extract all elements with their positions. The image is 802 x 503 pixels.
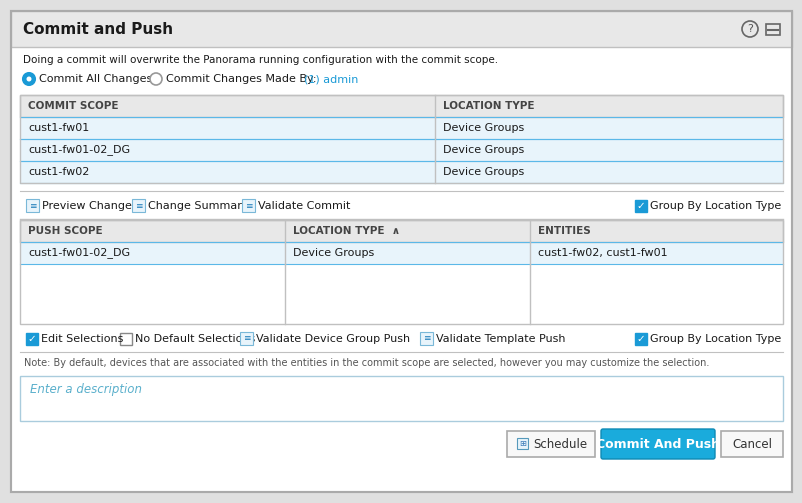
Text: cust1-fw01: cust1-fw01 xyxy=(28,123,89,133)
Text: Commit and Push: Commit and Push xyxy=(23,22,173,37)
Text: ✓: ✓ xyxy=(636,334,645,344)
Text: Note: By default, devices that are associated with the entities in the commit sc: Note: By default, devices that are assoc… xyxy=(24,358,708,368)
Text: PUSH SCOPE: PUSH SCOPE xyxy=(28,226,103,236)
Text: ENTITIES: ENTITIES xyxy=(537,226,590,236)
Bar xyxy=(20,326,782,352)
Text: LOCATION TYPE: LOCATION TYPE xyxy=(443,101,534,111)
Text: Device Groups: Device Groups xyxy=(443,145,524,155)
Text: ⊞: ⊞ xyxy=(518,440,525,449)
Text: Commit Changes Made By:: Commit Changes Made By: xyxy=(166,74,316,84)
Text: ≡: ≡ xyxy=(245,202,252,210)
Text: ?: ? xyxy=(746,24,752,34)
Text: Edit Selections: Edit Selections xyxy=(41,334,124,344)
Text: Device Groups: Device Groups xyxy=(443,167,524,177)
Bar xyxy=(240,332,253,345)
Circle shape xyxy=(26,76,31,81)
Bar xyxy=(419,332,432,345)
Bar xyxy=(20,376,782,421)
Bar xyxy=(26,333,38,345)
Bar xyxy=(119,333,132,345)
Bar xyxy=(20,220,782,324)
Text: Group By Location Type: Group By Location Type xyxy=(649,334,780,344)
Bar xyxy=(20,264,782,324)
Bar xyxy=(20,242,782,264)
Text: cust1-fw01-02_DG: cust1-fw01-02_DG xyxy=(28,144,130,155)
Text: ≡: ≡ xyxy=(242,334,250,344)
Text: Device Groups: Device Groups xyxy=(293,248,374,258)
Bar xyxy=(11,11,791,47)
Bar xyxy=(20,183,782,191)
Bar xyxy=(20,193,782,219)
Text: Validate Device Group Push: Validate Device Group Push xyxy=(256,334,410,344)
Text: No Default Selections: No Default Selections xyxy=(135,334,255,344)
Circle shape xyxy=(150,73,162,85)
Text: Commit And Push: Commit And Push xyxy=(595,438,719,451)
Text: ✓: ✓ xyxy=(636,201,645,211)
Bar xyxy=(506,431,594,457)
Text: Group By Location Type: Group By Location Type xyxy=(649,201,780,211)
Bar xyxy=(132,199,145,212)
Text: Doing a commit will overwrite the Panorama running configuration with the commit: Doing a commit will overwrite the Panora… xyxy=(23,55,497,65)
Text: cust1-fw01-02_DG: cust1-fw01-02_DG xyxy=(28,247,130,259)
Text: Change Summary: Change Summary xyxy=(148,201,248,211)
Text: Validate Template Push: Validate Template Push xyxy=(435,334,565,344)
Text: cust1-fw02: cust1-fw02 xyxy=(28,167,89,177)
Circle shape xyxy=(23,73,35,85)
Bar xyxy=(26,199,39,212)
Bar xyxy=(516,438,528,449)
Text: ≡: ≡ xyxy=(422,334,430,344)
Text: Validate Commit: Validate Commit xyxy=(257,201,350,211)
Text: ≡: ≡ xyxy=(135,202,142,210)
Text: ≡: ≡ xyxy=(29,202,36,210)
Bar xyxy=(634,333,646,345)
FancyBboxPatch shape xyxy=(600,429,714,459)
Text: Enter a description: Enter a description xyxy=(30,383,142,396)
Text: Device Groups: Device Groups xyxy=(443,123,524,133)
Bar xyxy=(20,220,782,242)
Bar xyxy=(634,200,646,212)
Text: Commit All Changes: Commit All Changes xyxy=(39,74,152,84)
Text: ✓: ✓ xyxy=(27,334,36,344)
Text: COMMIT SCOPE: COMMIT SCOPE xyxy=(28,101,119,111)
Text: LOCATION TYPE  ∧: LOCATION TYPE ∧ xyxy=(293,226,399,236)
Bar xyxy=(20,139,782,161)
Text: Cancel: Cancel xyxy=(731,438,771,451)
Text: (1) admin: (1) admin xyxy=(304,74,358,84)
Text: Preview Changes: Preview Changes xyxy=(42,201,137,211)
Bar xyxy=(241,199,255,212)
Text: cust1-fw02, cust1-fw01: cust1-fw02, cust1-fw01 xyxy=(537,248,666,258)
Text: Schedule: Schedule xyxy=(533,438,586,451)
Bar xyxy=(20,161,782,183)
Bar xyxy=(20,117,782,139)
Bar xyxy=(20,95,782,183)
Bar xyxy=(20,95,782,117)
Bar xyxy=(720,431,782,457)
Bar xyxy=(765,24,779,35)
